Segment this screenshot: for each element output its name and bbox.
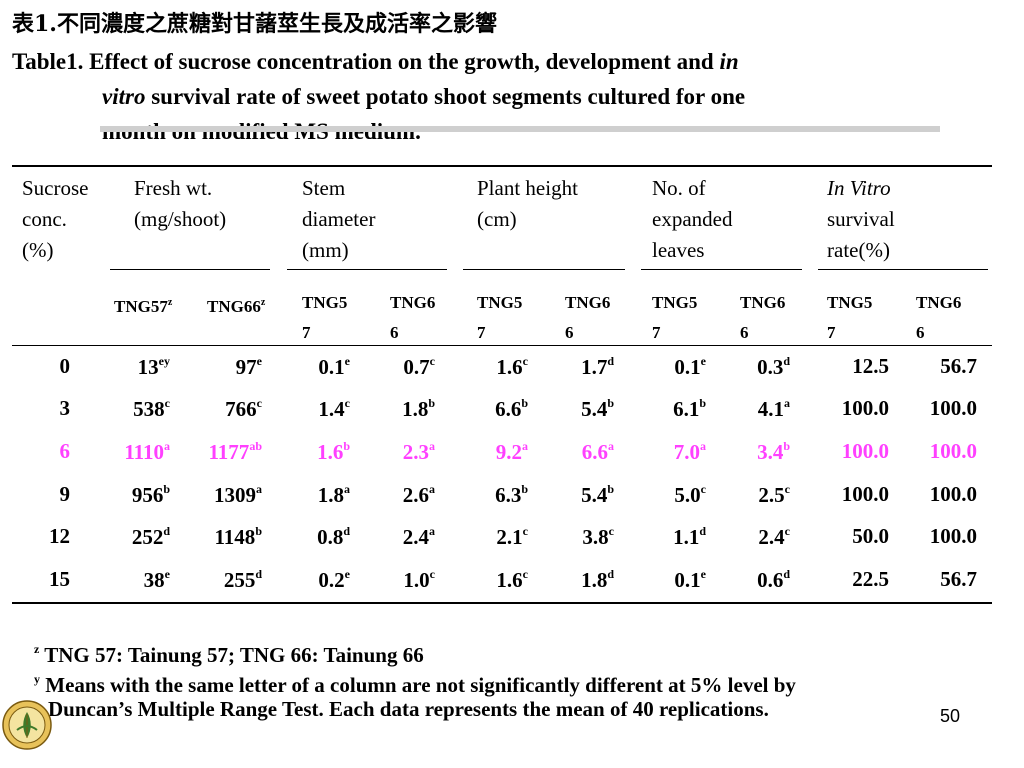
cell-height-tng66: 3.8c [582,524,614,549]
cell-fresh-tng57: 252d [131,524,170,549]
cell-height-tng57: 1.6c [496,354,528,379]
header-fresh-weight: Fresh wt. (mg/shoot) [134,176,227,231]
header-bottom-rule [12,345,992,346]
cell-survival-tng66: 56.7 [940,354,977,378]
header-plant-height: Plant height (cm) [477,176,578,231]
footnote-y: y Means with the same letter of a column… [34,672,796,697]
cell-stem-tng66: 1.8b [402,396,435,421]
header-stem-diameter: Stem diameter (mm) [302,176,376,262]
cell-fresh-tng57: 38e [143,567,170,592]
cell-leaves-tng57: 7.0a [673,439,706,464]
cell-survival-tng57: 22.5 [852,567,889,591]
cell-fresh-tng66: 766c [225,396,262,421]
table-title-chinese: 表1.不同濃度之蔗糖對甘藷莖生長及成活率之影響 [12,11,497,37]
cell-stem-tng57: 0.2e [318,567,350,592]
row-sucrose-conc: 12 [49,524,70,548]
row-sucrose-conc: 15 [49,567,70,591]
row-sucrose-conc: 3 [59,396,71,420]
group-rule-stem [287,269,447,270]
cell-stem-tng66: 0.7c [403,354,435,379]
cell-fresh-tng57: 956b [131,482,170,507]
cell-height-tng57: 9.2a [495,439,528,464]
cell-leaves-tng66: 0.3d [757,354,790,379]
row-sucrose-conc: 0 [59,354,71,378]
cell-stem-tng57: 1.8a [317,482,350,507]
cell-survival-tng57: 100.0 [841,396,889,420]
cell-height-tng66: 1.8d [581,567,614,592]
subheader-stem-tng66: TNG6 6 [390,293,436,342]
cell-survival-tng66: 100.0 [929,439,977,463]
group-rule-height [463,269,625,270]
subheader-height-tng66: TNG6 6 [565,293,611,342]
group-rule-leaves [641,269,802,270]
cell-stem-tng57: 1.4c [318,396,350,421]
header-sucrose: Sucrose conc. (%) [22,176,89,262]
header-expanded-leaves: No. of expanded leaves [652,176,733,262]
cell-fresh-tng66: 1148b [214,524,262,549]
subheader-leaves-tng66: TNG6 6 [740,293,786,342]
cell-leaves-tng66: 3.4b [757,439,790,464]
group-rule-survival [818,269,988,270]
cell-fresh-tng57: 1110a [124,439,170,464]
cell-leaves-tng66: 4.1a [757,396,790,421]
cell-height-tng57: 2.1c [496,524,528,549]
cell-stem-tng66: 2.4a [402,524,435,549]
cell-stem-tng66: 1.0c [403,567,435,592]
cell-survival-tng66: 100.0 [929,524,977,548]
cell-survival-tng57: 12.5 [852,354,889,378]
cell-leaves-tng66: 2.5c [758,482,790,507]
group-rule-fresh [110,269,270,270]
cell-leaves-tng57: 0.1e [674,567,706,592]
cell-fresh-tng66: 1177ab [208,439,262,464]
cell-fresh-tng66: 97e [235,354,262,379]
table-bottom-rule [12,602,992,604]
row-sucrose-conc: 6 [59,439,71,463]
cell-height-tng57: 1.6c [496,567,528,592]
subheader-fresh-tng57: TNG57z [114,297,173,316]
cell-leaves-tng57: 1.1d [673,524,706,549]
cell-leaves-tng57: 0.1e [674,354,706,379]
cell-survival-tng66: 100.0 [929,482,977,506]
subheader-stem-tng57: TNG5 7 [302,293,348,342]
table-title-english: Table1. Effect of sucrose concentration … [12,49,746,144]
subheader-height-tng57: TNG5 7 [477,293,523,342]
footnote-y-continued: Duncan’s Multiple Range Test. Each data … [48,697,769,721]
cell-stem-tng66: 2.6a [402,482,435,507]
cell-stem-tng66: 2.3a [402,439,435,464]
cell-survival-tng57: 100.0 [841,439,889,463]
header-survival-rate: In Vitro survival rate(%) [827,176,895,262]
cell-stem-tng57: 1.6b [317,439,350,464]
subheader-leaves-tng57: TNG5 7 [652,293,698,342]
cell-height-tng57: 6.3b [495,482,528,507]
cell-survival-tng66: 56.7 [940,567,977,591]
cell-stem-tng57: 0.8d [317,524,350,549]
row-sucrose-conc: 9 [59,482,71,506]
subheader-survival-tng57: TNG5 7 [827,293,873,342]
table-top-rule [12,165,992,167]
cell-fresh-tng57: 538c [133,396,170,421]
cell-fresh-tng57: 13ey [137,354,170,379]
cell-height-tng66: 1.7d [581,354,614,379]
cell-leaves-tng66: 0.6d [757,567,790,592]
cell-survival-tng66: 100.0 [929,396,977,420]
cell-stem-tng57: 0.1e [318,354,350,379]
page-number: 50 [940,706,961,726]
cell-height-tng66: 5.4b [581,482,614,507]
cell-height-tng57: 6.6b [495,396,528,421]
footnote-z: z TNG 57: Tainung 57; TNG 66: Tainung 66 [34,642,424,667]
cell-leaves-tng57: 5.0c [674,482,706,507]
subheader-fresh-tng66: TNG66z [207,297,266,316]
cell-survival-tng57: 100.0 [841,482,889,506]
cell-survival-tng57: 50.0 [852,524,889,548]
cell-height-tng66: 6.6a [581,439,614,464]
university-seal-icon [2,700,52,750]
cell-fresh-tng66: 255d [223,567,262,592]
title-underline [100,126,940,132]
subheader-survival-tng66: TNG6 6 [916,293,962,342]
cell-leaves-tng66: 2.4c [758,524,790,549]
cell-height-tng66: 5.4b [581,396,614,421]
cell-fresh-tng66: 1309a [214,482,262,507]
cell-leaves-tng57: 6.1b [673,396,706,421]
